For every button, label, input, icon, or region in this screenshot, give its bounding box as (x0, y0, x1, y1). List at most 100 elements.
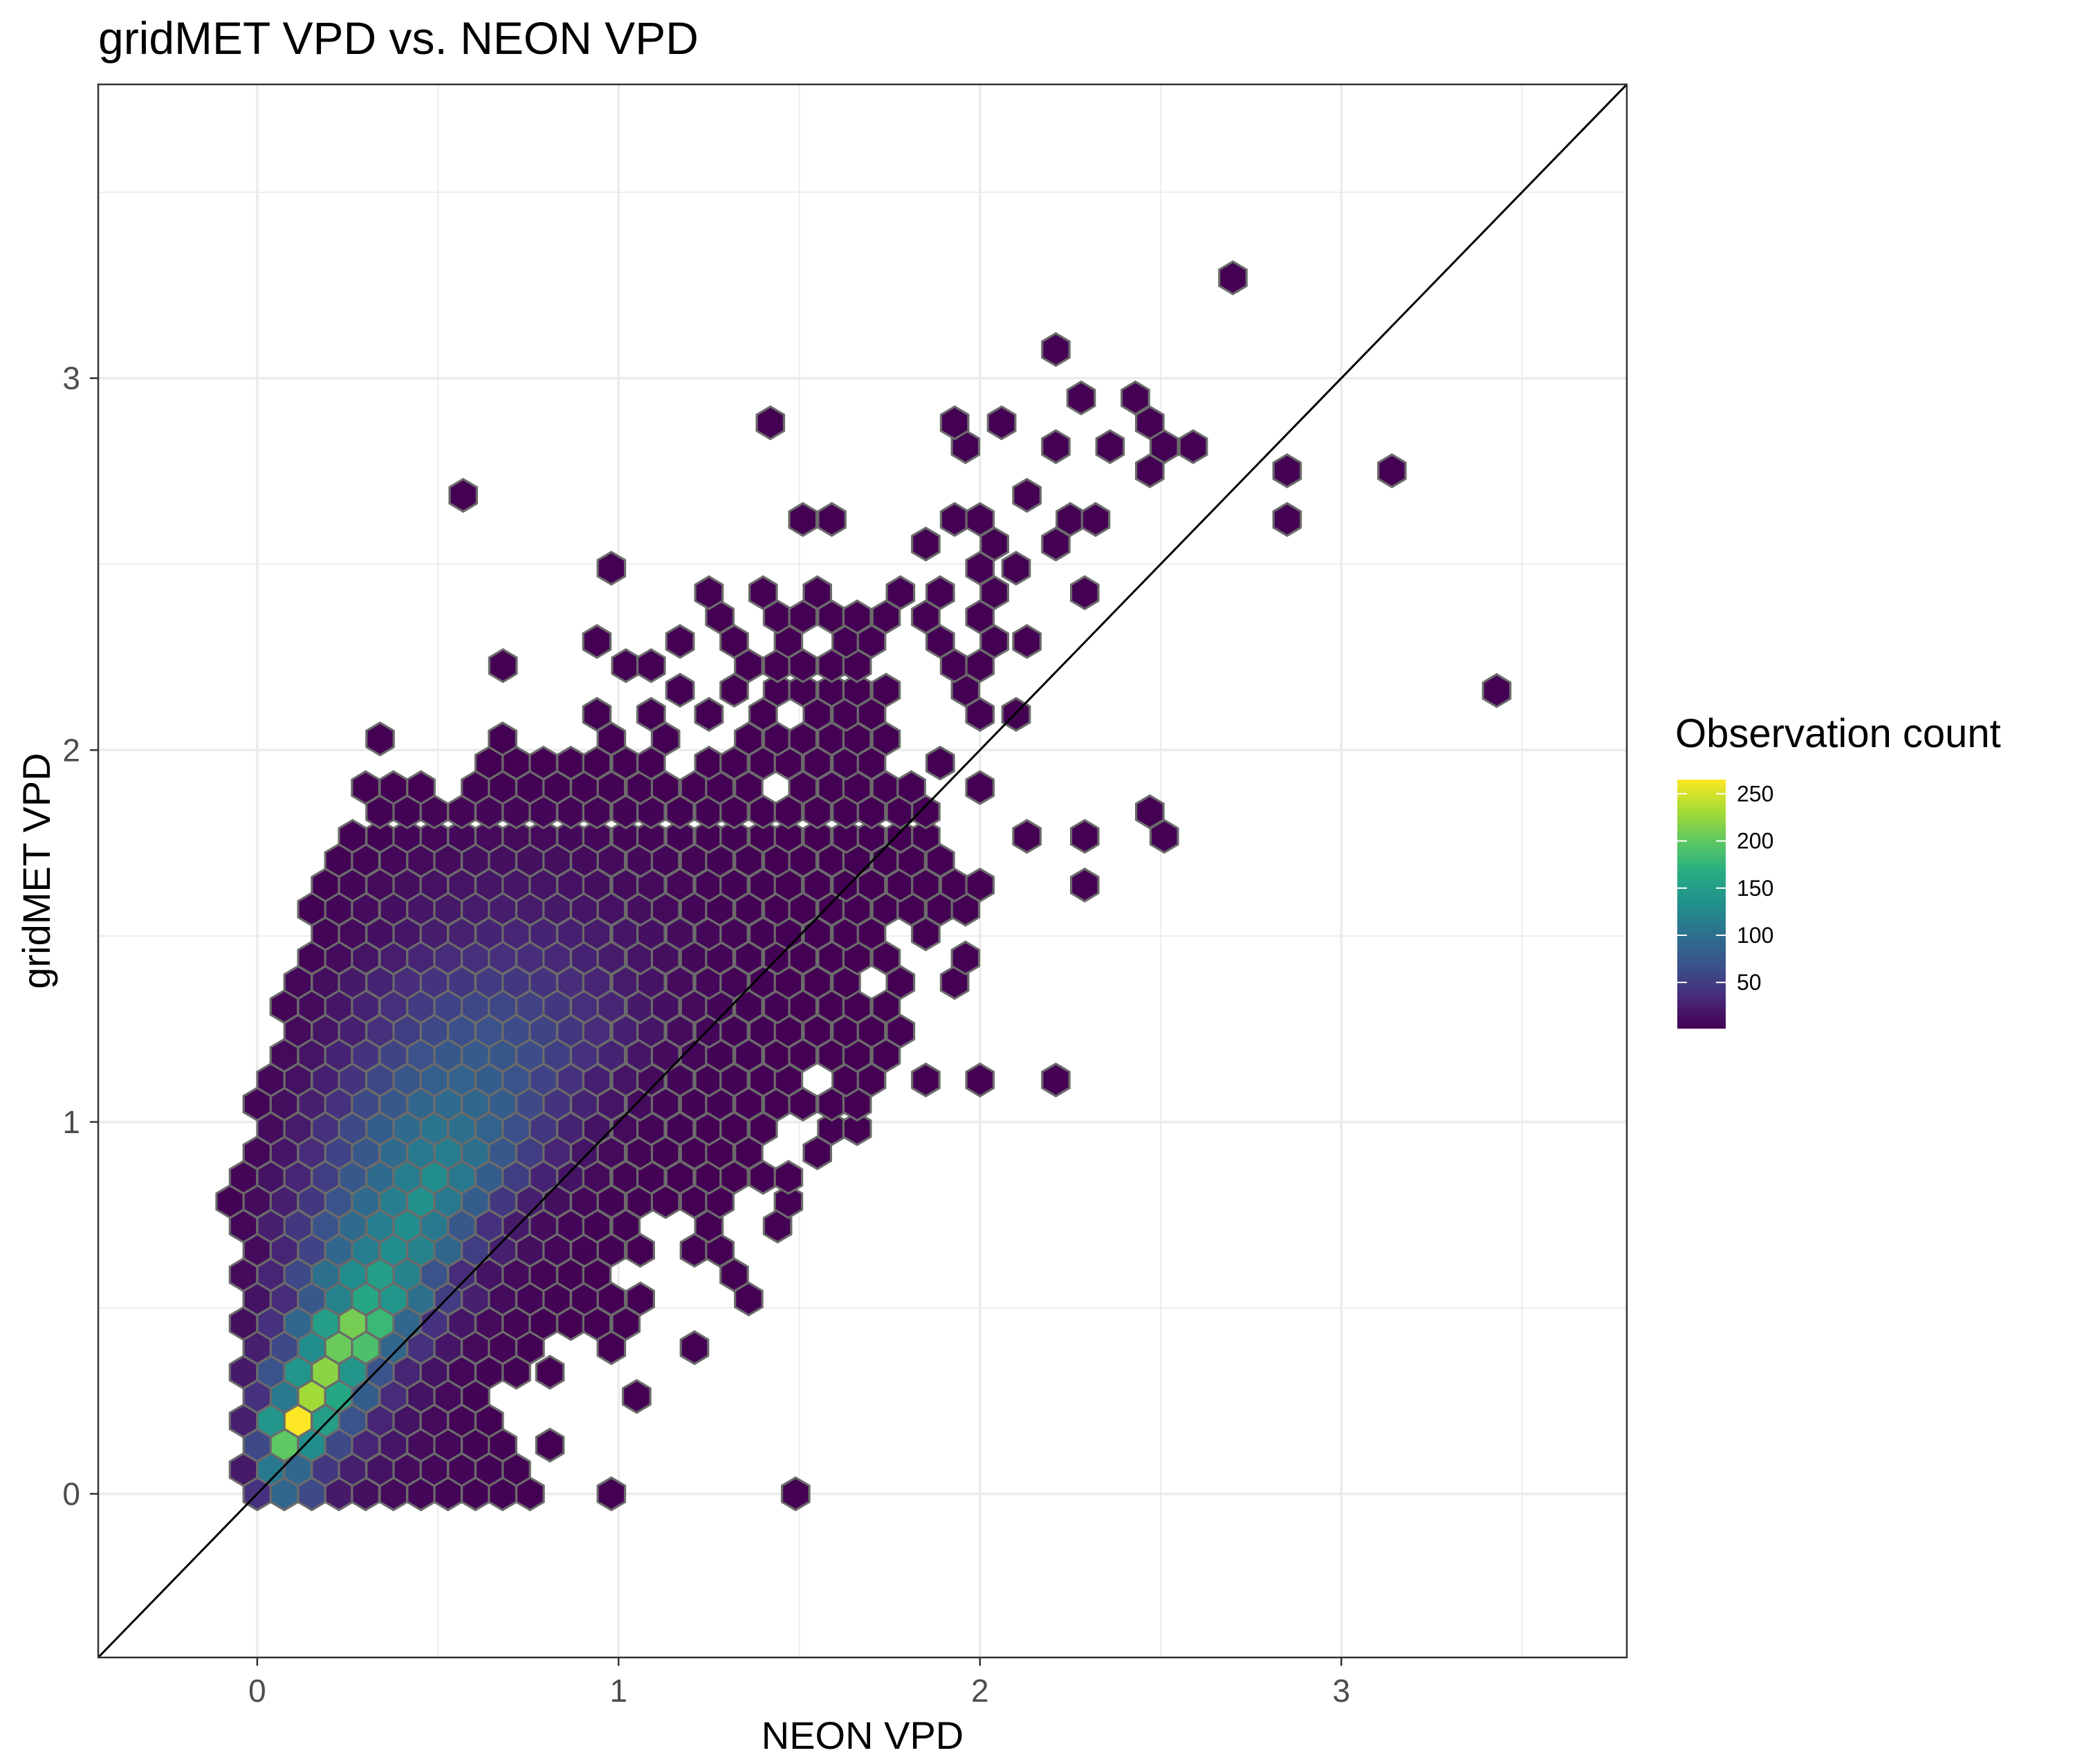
panel-border (97, 83, 1628, 1659)
hex-bin (1272, 502, 1302, 538)
hex-bin (788, 672, 818, 708)
legend-tick-label: 100 (1737, 923, 1773, 948)
hex-bin (939, 405, 970, 441)
hex-bin (1069, 818, 1100, 854)
hex-bin (636, 697, 666, 732)
hex-bin (842, 599, 872, 635)
legend-ticks: 50 100 150 200 250 (1677, 781, 1773, 995)
hex-bin (625, 1281, 656, 1317)
hex-bin (911, 818, 941, 854)
hex-bin (1120, 380, 1150, 416)
hex-bin (1055, 502, 1085, 538)
hex-bin (856, 818, 887, 854)
hex-bin (950, 940, 981, 976)
hex-bin (338, 818, 368, 854)
legend-tick-label: 150 (1737, 876, 1773, 901)
hex-bin (636, 647, 666, 683)
hex-bin (488, 721, 518, 757)
hex-bin (748, 575, 778, 611)
hex-bin (965, 502, 995, 538)
hex-bin (488, 647, 518, 683)
hex-bin (939, 502, 970, 538)
hex-bin (1069, 575, 1100, 611)
hex-bin (1482, 672, 1512, 708)
x-tick-label: 1 (610, 1673, 628, 1709)
x-tick-label: 3 (1332, 1673, 1350, 1709)
hex-bin (694, 745, 724, 781)
hex-bin (1012, 477, 1042, 513)
hex-bin (636, 818, 666, 854)
hex-bin (1080, 502, 1111, 538)
hex-bin (1041, 1062, 1071, 1098)
legend-colorbar (1677, 780, 1726, 1029)
hex-bin (773, 1159, 804, 1195)
hex-bin (679, 1330, 710, 1366)
hex-bin (1377, 453, 1407, 488)
hex-bin (802, 818, 833, 854)
hex-bin (773, 818, 804, 854)
x-axis-label: NEON VPD (762, 1714, 964, 1757)
hex-bin (986, 405, 1017, 441)
x-tick-label: 0 (248, 1673, 266, 1709)
hex-bin (1178, 429, 1208, 464)
hex-bin (535, 1427, 565, 1463)
y-tick-label: 3 (62, 360, 80, 396)
identity-line (97, 83, 1628, 1659)
hex-bin (1069, 867, 1100, 903)
hex-bin (705, 599, 735, 635)
hex-bin (773, 1184, 804, 1220)
hex-bin (965, 770, 995, 805)
legend-title: Observation count (1675, 711, 2001, 756)
legend-tick-label: 200 (1737, 829, 1773, 854)
hex-bin (665, 624, 695, 659)
hex-bin (842, 672, 872, 708)
hex-bin (351, 770, 380, 805)
legend-tick-label: 250 (1737, 781, 1773, 806)
hex-bin (528, 745, 559, 781)
x-tick-label: 2 (971, 1673, 989, 1709)
hex-bin (1012, 624, 1042, 659)
hex-bin (665, 672, 695, 708)
hex-bin (1095, 429, 1125, 464)
hex-bin (1001, 551, 1031, 586)
hex-bin (622, 1379, 652, 1414)
hex-bin (842, 989, 872, 1025)
hex-bin (1134, 794, 1165, 829)
hex-bin (1272, 453, 1302, 488)
hex-bin (378, 770, 409, 805)
hex-bin (911, 1062, 941, 1098)
hex-bin (1066, 380, 1096, 416)
hexbin-layer (215, 260, 1512, 1512)
hex-bin (582, 818, 612, 854)
hex-bin (1041, 429, 1071, 464)
hex-bin (817, 502, 847, 538)
hex-bin (802, 575, 833, 611)
hex-bin (762, 1209, 793, 1244)
hex-bin (939, 964, 970, 1000)
hex-bin (1218, 260, 1248, 295)
hex-bin (925, 575, 955, 611)
hex-bin (896, 770, 926, 805)
hex-bin (694, 697, 724, 732)
hex-bin (885, 575, 916, 611)
hex-bin (582, 624, 612, 659)
hex-bin (406, 770, 436, 805)
hex-bin (871, 672, 901, 708)
hex-bin (719, 818, 749, 854)
hex-bin (694, 575, 724, 611)
y-axis-label: gridMET VPD (15, 753, 58, 989)
hex-bin (1012, 818, 1042, 854)
hex-bin (842, 1111, 872, 1146)
color-legend: Observation count 50 100 150 200 250 (1675, 711, 2001, 1029)
y-tick-label: 1 (62, 1104, 80, 1140)
y-tick-label: 2 (62, 732, 80, 768)
hex-bin (665, 818, 695, 854)
hex-bin (1041, 332, 1071, 367)
chart-title: gridMET VPD vs. NEON VPD (98, 12, 699, 64)
hex-bin (965, 1062, 995, 1098)
hex-bin (596, 551, 627, 586)
hex-bin (911, 526, 941, 562)
hex-bin (556, 745, 586, 781)
y-axis: 0 1 2 3 (62, 360, 98, 1512)
